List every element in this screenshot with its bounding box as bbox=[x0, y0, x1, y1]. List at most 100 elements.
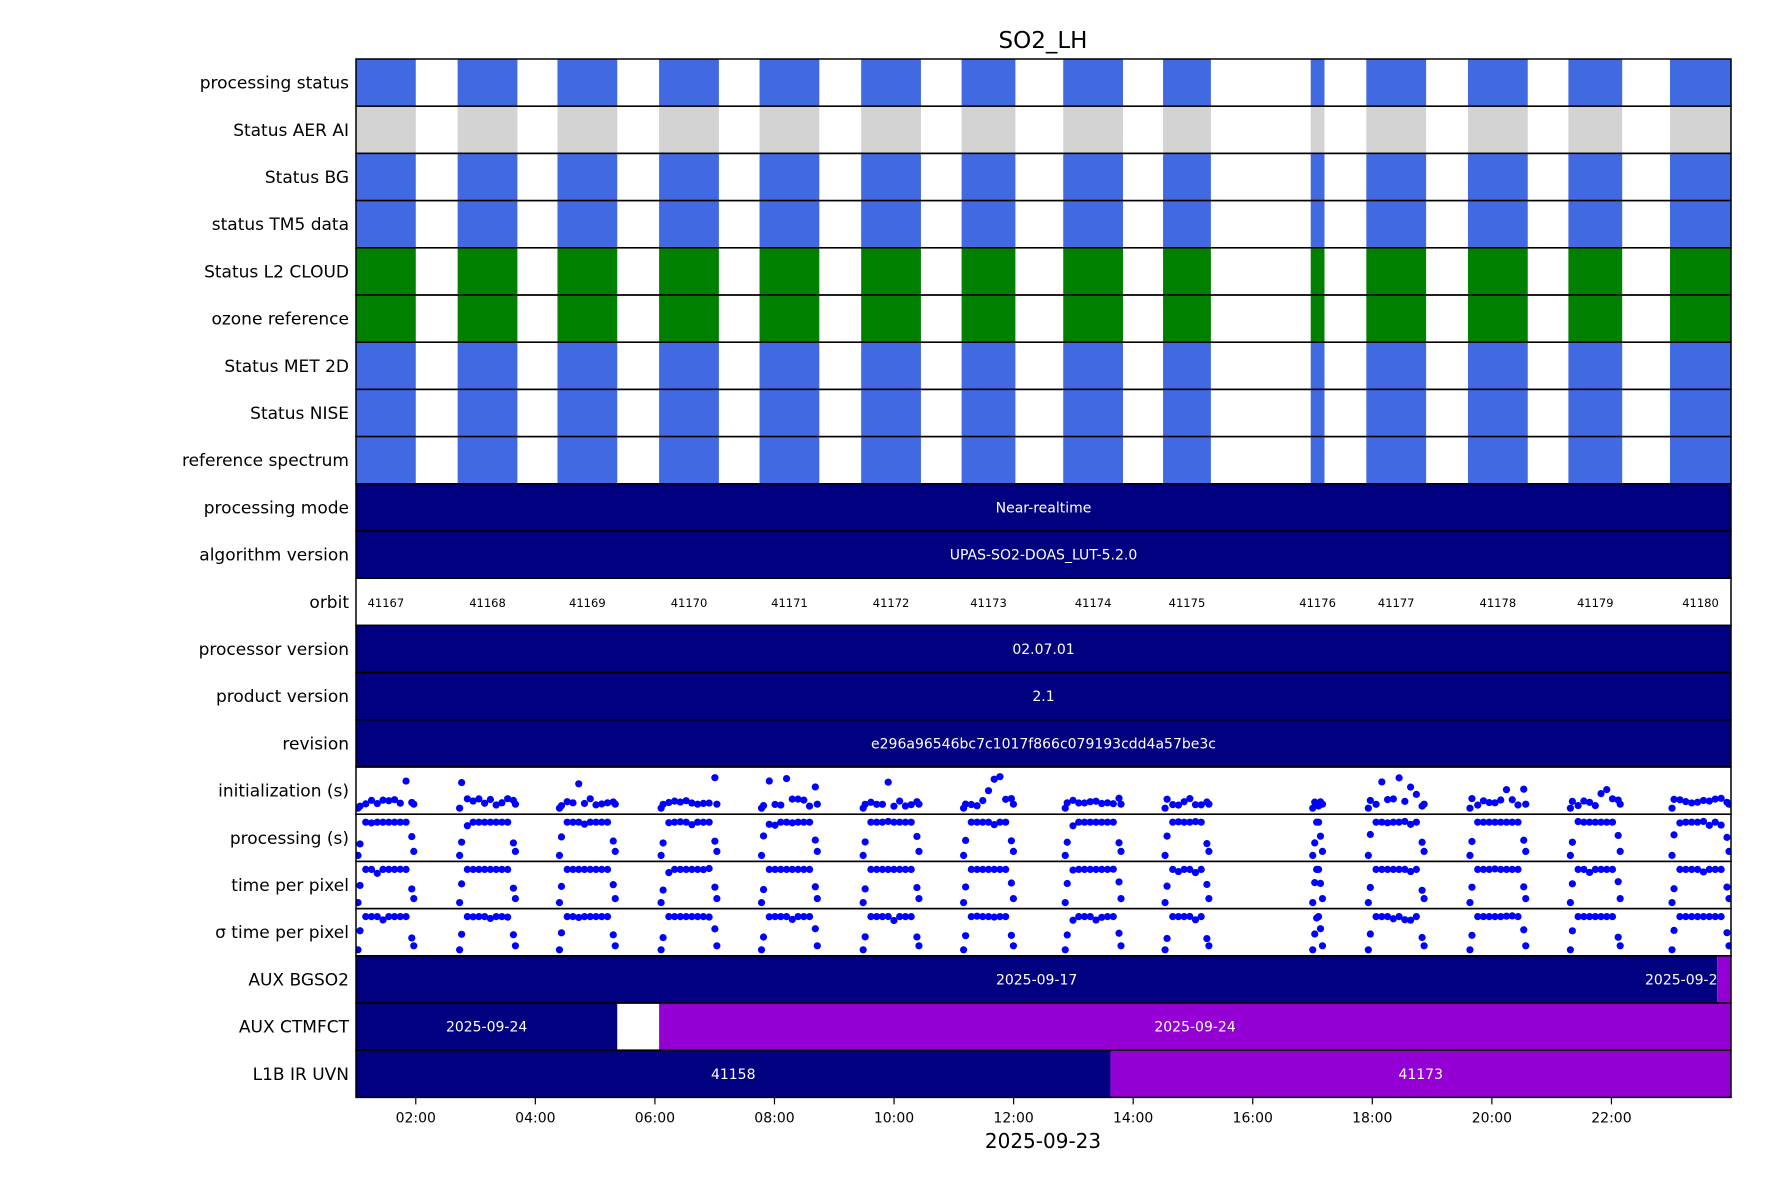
scatter-point bbox=[1711, 865, 1719, 874]
scatter-point bbox=[671, 797, 679, 805]
scatter-point bbox=[878, 913, 887, 921]
granule-bar bbox=[861, 59, 921, 107]
scatter-point bbox=[1420, 942, 1428, 950]
band-label: 2.1 bbox=[1032, 689, 1054, 705]
scatter-point bbox=[765, 820, 773, 828]
scatter-point bbox=[492, 865, 500, 874]
row-label: processing mode bbox=[204, 498, 349, 518]
granule-bar bbox=[659, 106, 719, 154]
scatter-point bbox=[901, 913, 910, 921]
granule-bar bbox=[1670, 153, 1731, 201]
granule-bar bbox=[961, 342, 1016, 390]
scatter-point bbox=[1109, 913, 1117, 921]
scatter-point bbox=[1109, 865, 1117, 873]
band-label: 41158 bbox=[711, 1067, 756, 1083]
granule-bar bbox=[759, 247, 820, 295]
scatter-point bbox=[1007, 837, 1016, 845]
scatter-point bbox=[408, 934, 416, 942]
granule-bar bbox=[1568, 153, 1623, 201]
scatter-point bbox=[757, 946, 766, 954]
scatter-point bbox=[385, 797, 393, 805]
granule-bar bbox=[1310, 295, 1325, 343]
scatter-point bbox=[555, 946, 564, 954]
scatter-point bbox=[1009, 847, 1018, 856]
scatter-point bbox=[699, 799, 707, 807]
scatter-point bbox=[1474, 801, 1482, 809]
scatter-point bbox=[586, 913, 594, 921]
scatter-point bbox=[1705, 821, 1713, 829]
scatter-point bbox=[1163, 882, 1171, 890]
scatter-point bbox=[788, 865, 796, 874]
scatter-point bbox=[711, 925, 719, 933]
scatter-point bbox=[563, 798, 571, 806]
scatter-point bbox=[1688, 818, 1696, 826]
row-ozone-reference: ozone reference bbox=[211, 294, 1732, 343]
scatter-point bbox=[511, 942, 520, 950]
scatter-point bbox=[1063, 931, 1071, 939]
x-axis: 02:00 04:00 06:00 08:00 10:00 12:00 14:00 16:00… bbox=[396, 1097, 1632, 1126]
row-reference-spectrum: reference spectrum bbox=[182, 435, 1732, 485]
scatter-point bbox=[408, 832, 416, 841]
granule-bar bbox=[1467, 59, 1528, 107]
scatter-point bbox=[1311, 879, 1319, 887]
scatter-point bbox=[1080, 818, 1089, 826]
scatter-point bbox=[1383, 913, 1392, 921]
scatter-point bbox=[362, 818, 370, 826]
scatter-point bbox=[1574, 913, 1582, 921]
scatter-point bbox=[1161, 804, 1169, 812]
scatter-point bbox=[665, 819, 673, 827]
scatter-point bbox=[699, 913, 707, 921]
scatter-point bbox=[967, 865, 975, 874]
scatter-point bbox=[811, 836, 819, 844]
scatter-point bbox=[800, 818, 808, 826]
granule-bar bbox=[557, 342, 618, 390]
scatter-point bbox=[1566, 899, 1574, 907]
scatter-point bbox=[782, 913, 791, 921]
granule-bar bbox=[659, 342, 719, 390]
scatter-point bbox=[1180, 865, 1188, 874]
scatter-point bbox=[492, 818, 500, 826]
orbit-number: 41179 bbox=[1577, 596, 1614, 610]
scatter-point bbox=[1395, 913, 1403, 921]
band-label: UPAS-SO2-DOAS_LUT-5.2.0 bbox=[950, 548, 1137, 564]
scatter-point bbox=[1197, 818, 1205, 826]
orbit-number: 41176 bbox=[1299, 596, 1336, 610]
x-tick-label: 16:00 bbox=[1233, 1110, 1273, 1126]
row-processing-status: processing status bbox=[200, 58, 1732, 107]
scatter-point bbox=[1407, 820, 1415, 828]
granule-bar bbox=[1310, 342, 1325, 390]
scatter-point bbox=[1316, 832, 1325, 840]
scatter-point bbox=[1420, 847, 1428, 856]
scatter-point bbox=[1688, 799, 1696, 807]
scatter-point bbox=[757, 899, 766, 907]
scatter-point bbox=[356, 840, 364, 848]
row-label: processing (s) bbox=[230, 829, 349, 849]
scatter-point bbox=[1191, 817, 1200, 826]
row-label: AUX CTMFCT bbox=[239, 1018, 350, 1038]
scatter-point bbox=[511, 895, 520, 903]
granule-bar bbox=[1366, 59, 1427, 107]
scatter-point bbox=[1395, 818, 1403, 826]
scatter-point bbox=[759, 933, 768, 941]
scatter-point bbox=[498, 818, 506, 826]
scatter-point bbox=[777, 818, 785, 826]
scatter-point bbox=[1412, 865, 1420, 874]
granule-bar bbox=[861, 436, 921, 484]
scatter-point bbox=[973, 802, 981, 810]
scatter-point bbox=[1711, 818, 1719, 826]
scatter-point bbox=[1412, 790, 1420, 798]
scatter-point bbox=[1711, 913, 1719, 921]
scatter-point bbox=[1566, 804, 1574, 812]
granule-bar bbox=[1310, 389, 1325, 437]
scatter-point bbox=[1466, 946, 1474, 954]
scatter-point bbox=[1092, 818, 1100, 826]
band-segment bbox=[1110, 1050, 1731, 1098]
scatter-point bbox=[1616, 800, 1624, 808]
scatter-point bbox=[1063, 838, 1071, 846]
scatter-point bbox=[611, 800, 619, 808]
scatter-point bbox=[671, 818, 679, 826]
row-status-met-2d: Status MET 2D bbox=[224, 341, 1732, 391]
scatter-point bbox=[1514, 865, 1522, 874]
scatter-point bbox=[915, 847, 923, 856]
row-label: initialization (s) bbox=[218, 782, 349, 802]
